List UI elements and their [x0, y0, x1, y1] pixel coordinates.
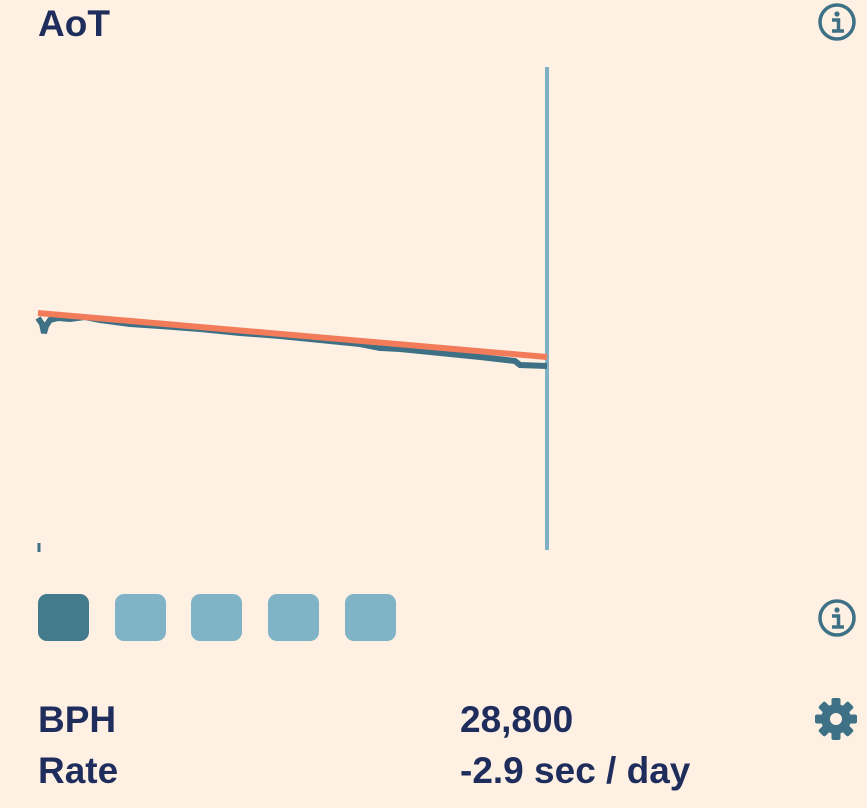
- info-button[interactable]: [818, 3, 856, 41]
- page-dot[interactable]: [345, 594, 396, 641]
- chart: [35, 67, 549, 552]
- page-dot[interactable]: [191, 594, 242, 641]
- stat-label: Rate: [38, 750, 118, 791]
- stat-value: -2.9 sec / day: [460, 750, 691, 791]
- page-selector: [38, 594, 396, 641]
- info-button[interactable]: [818, 599, 856, 637]
- stat-value: 28,800: [460, 699, 573, 740]
- settings-button[interactable]: [815, 698, 857, 740]
- stat-label: BPH: [38, 699, 116, 740]
- measured-line: [35, 313, 548, 369]
- page-dot[interactable]: [115, 594, 166, 641]
- title: AoT: [38, 3, 110, 44]
- trend-line: [37, 310, 548, 360]
- page-dot[interactable]: [268, 594, 319, 641]
- page-dot[interactable]: [38, 594, 89, 641]
